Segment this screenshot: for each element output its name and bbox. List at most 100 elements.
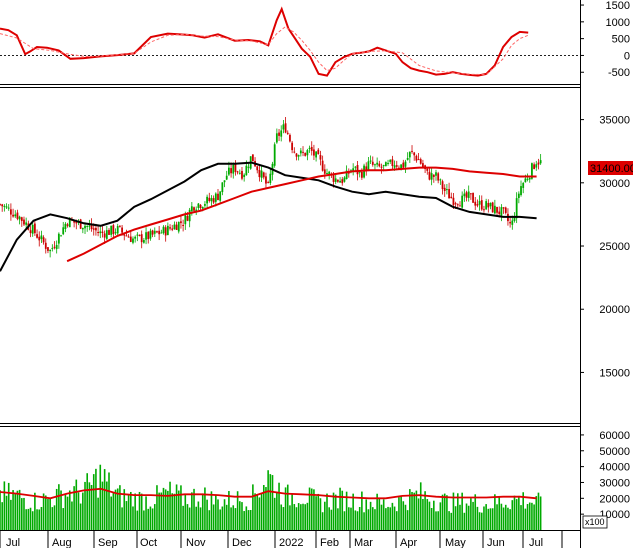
volume-bar — [138, 491, 141, 530]
candle-up — [280, 130, 283, 137]
candle-up — [188, 209, 191, 222]
volume-bar — [308, 487, 311, 530]
candle-up — [31, 224, 34, 234]
candle-down — [341, 179, 344, 184]
candle-up — [243, 174, 246, 178]
volume-bar — [406, 510, 409, 530]
candle-down — [44, 242, 47, 249]
volume-bar — [328, 507, 330, 530]
candle-up — [345, 170, 348, 180]
volume-bar — [437, 511, 439, 530]
volume-bar — [313, 489, 315, 530]
candle-up — [406, 158, 409, 160]
volume-bar — [332, 492, 335, 530]
volume-bar — [280, 504, 283, 530]
last-price-marker: 31400.00 — [588, 161, 633, 175]
candle-down — [127, 236, 130, 238]
candle-up — [40, 235, 43, 239]
price-y-tick-label: 25000 — [599, 241, 630, 253]
volume-bar — [186, 504, 189, 530]
volume-bar — [245, 506, 248, 530]
volume-bar — [149, 506, 152, 530]
candle-up — [384, 162, 387, 167]
volume-bar — [241, 502, 243, 530]
volume-bar — [474, 494, 477, 530]
candle-up — [145, 232, 147, 240]
candle-up — [232, 164, 235, 174]
candle-down — [23, 219, 25, 225]
volume-bar — [491, 508, 494, 530]
candle-up — [531, 163, 533, 179]
volume-bar — [31, 511, 34, 530]
volume-bar — [380, 504, 383, 530]
candle-down — [156, 231, 158, 233]
price-y-tick-label: 30000 — [599, 178, 630, 190]
candle-down — [182, 224, 185, 226]
candle-up — [326, 173, 328, 175]
candle-up — [149, 230, 152, 239]
candle-up — [206, 196, 208, 204]
candle-down — [391, 159, 394, 166]
volume-bar — [476, 506, 479, 530]
volume-bar — [382, 499, 385, 530]
candle-down — [164, 227, 167, 236]
volume-bar — [461, 492, 463, 530]
volume-bar — [252, 484, 254, 530]
candle-down — [537, 162, 540, 165]
volume-bar — [49, 498, 51, 530]
candle-down — [402, 162, 405, 168]
volume-bar — [106, 481, 108, 530]
volume-bar — [278, 482, 280, 530]
candle-down — [33, 223, 36, 234]
volume-bar — [247, 510, 250, 530]
volume-bar — [389, 507, 392, 530]
volume-bar — [212, 504, 215, 530]
candle-down — [465, 192, 468, 198]
candle-down — [295, 153, 298, 157]
candle-up — [273, 144, 276, 166]
volume-bar — [289, 505, 291, 530]
candle-up — [221, 182, 224, 193]
candle-up — [166, 225, 169, 236]
candle-down — [151, 230, 154, 235]
volume-bar — [310, 488, 313, 530]
candle-down — [310, 146, 313, 151]
volume-bar — [162, 487, 165, 530]
candle-down — [75, 221, 78, 224]
volume-bar — [191, 492, 193, 530]
volume-bar — [319, 498, 322, 530]
volume-bar — [219, 509, 221, 530]
candle-down — [293, 151, 296, 153]
candle-down — [304, 152, 307, 156]
volume-bar — [371, 507, 374, 530]
volume-bar — [498, 497, 501, 530]
candle-up — [105, 230, 108, 239]
candle-down — [95, 227, 97, 231]
candle-up — [162, 226, 165, 234]
volume-bar — [114, 489, 117, 530]
volume-bar — [398, 497, 400, 530]
volume-bar — [223, 499, 226, 530]
volume-bar — [103, 469, 106, 530]
candle-up — [210, 198, 213, 202]
volume-bar — [286, 484, 289, 530]
volume-bar — [295, 507, 298, 530]
volume-bar — [378, 498, 381, 530]
moving-average-ma_long — [66, 166, 537, 263]
candle-down — [175, 224, 178, 230]
volume-bar — [204, 487, 206, 530]
candle-down — [476, 204, 479, 206]
volume-bar — [395, 511, 398, 530]
volume-bar — [36, 509, 38, 530]
volume-bar — [86, 473, 88, 530]
candle-down — [450, 196, 453, 199]
volume-bar — [470, 498, 472, 530]
volume-bar — [297, 503, 300, 530]
volume-bar — [430, 507, 433, 530]
volume-bar — [119, 485, 121, 530]
volume-bar — [151, 508, 154, 530]
volume-bar — [459, 504, 461, 530]
volume-bar — [188, 507, 191, 530]
volume-bar — [0, 490, 1, 530]
